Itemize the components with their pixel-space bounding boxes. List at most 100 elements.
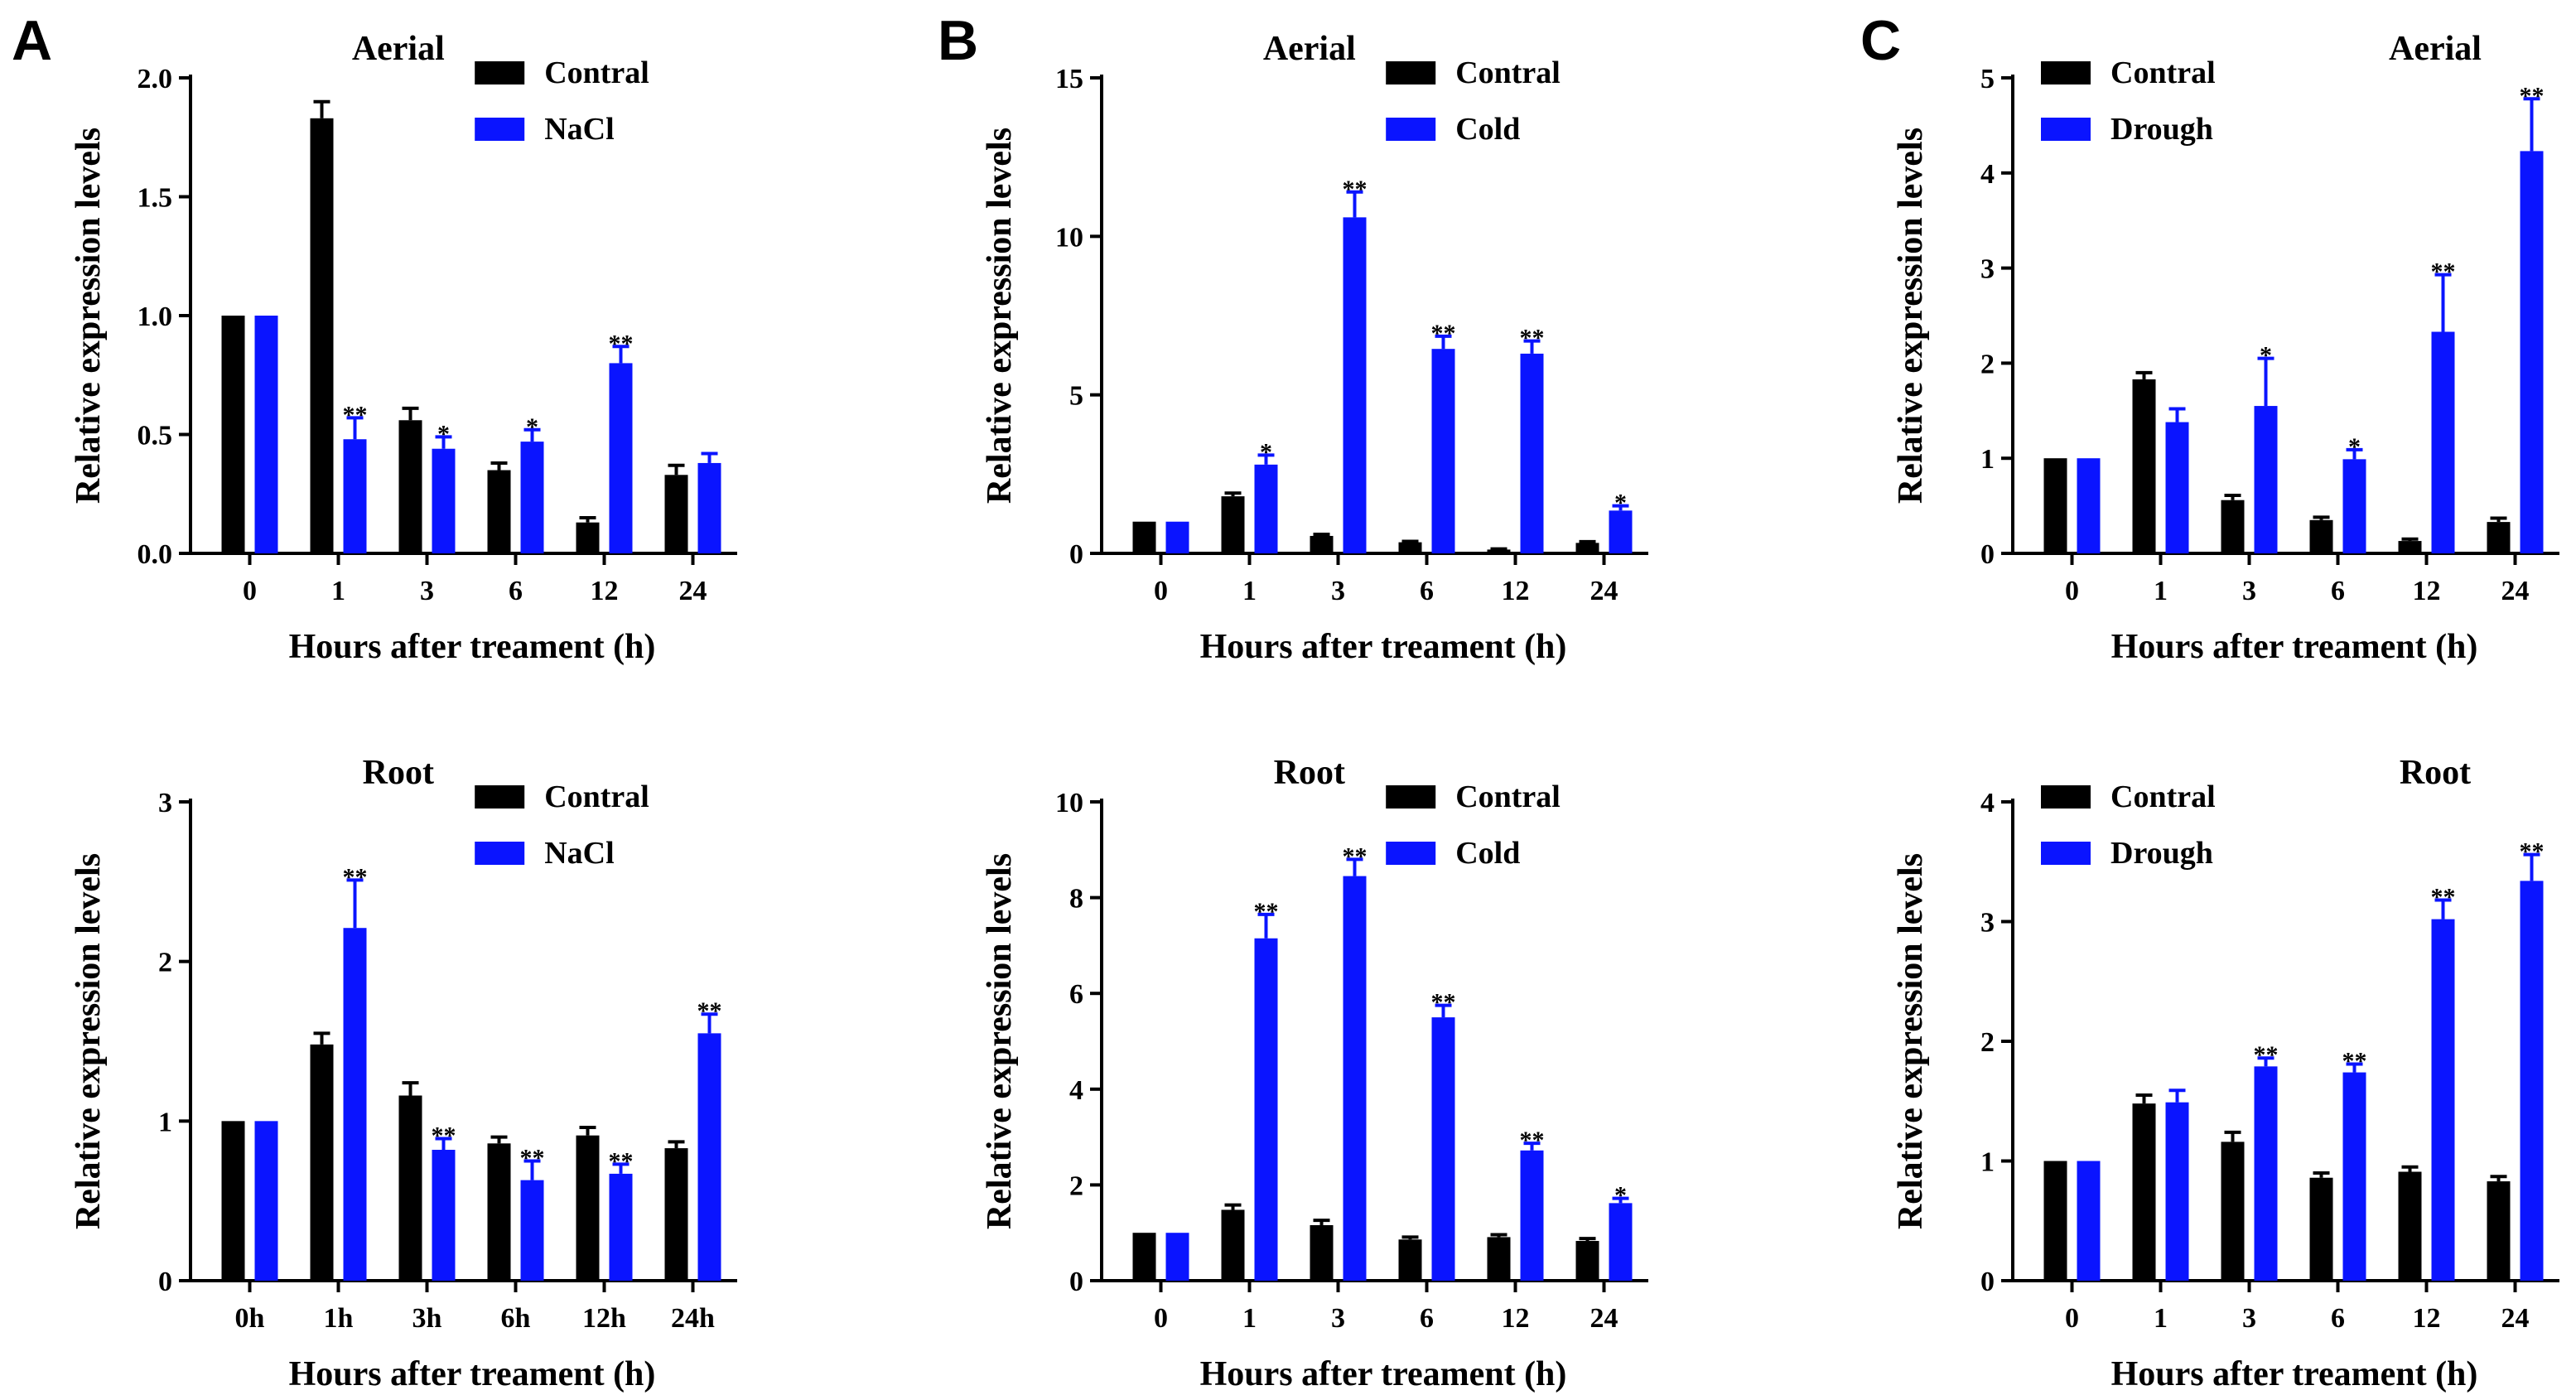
- significance-label: **: [432, 1122, 456, 1150]
- bar-treatment: [2520, 881, 2544, 1281]
- bar-treatment: [2254, 1066, 2278, 1281]
- y-tick-label: 0: [1069, 539, 1083, 570]
- x-tick-label: 6: [509, 576, 523, 606]
- x-tick-label: 6: [1420, 576, 1434, 606]
- significance-label: **: [1520, 1127, 1545, 1154]
- y-tick-label: 1: [158, 1107, 172, 1137]
- significance-label: *: [1614, 490, 1627, 517]
- bar-control: [398, 420, 422, 553]
- bar-treatment: [2342, 459, 2366, 553]
- y-axis-title: Relative expression levels: [1892, 128, 1930, 504]
- chart-title: Root: [2400, 754, 2471, 792]
- panel-label-c: C: [1860, 9, 1901, 72]
- chart-B-aerial: 0 5 10 15 0 1 * 3 ** 6 ** 12 ** 24 * Aerial Contral Cold H…: [981, 30, 1648, 666]
- legend-label: Drough: [2110, 112, 2213, 147]
- bar-control: [1132, 521, 1156, 553]
- x-tick-label: 0: [1154, 1303, 1168, 1334]
- y-tick-label: 1.0: [137, 302, 173, 332]
- bar-control: [1487, 549, 1511, 553]
- y-tick-label: 2.0: [137, 64, 173, 94]
- chart-title: Root: [1274, 754, 1345, 792]
- legend-swatch-control: [1386, 785, 1436, 809]
- bar-control: [664, 475, 688, 553]
- significance-label: *: [526, 413, 538, 441]
- legend-label: Cold: [1455, 112, 1520, 147]
- y-tick-label: 3: [1980, 254, 1995, 285]
- y-axis-title: Relative expression levels: [1892, 853, 1930, 1229]
- significance-label: **: [1520, 325, 1545, 352]
- x-tick-label: 1: [1242, 576, 1257, 606]
- significance-label: *: [1260, 438, 1272, 466]
- chart-title: Aerial: [352, 30, 445, 68]
- bar-treatment: [343, 439, 367, 553]
- chart-title: Aerial: [2389, 30, 2482, 68]
- bar-treatment: [432, 448, 456, 553]
- y-tick-label: 0: [158, 1267, 172, 1297]
- y-tick-label: 15: [1055, 64, 1083, 94]
- bar-control: [310, 118, 334, 554]
- legend-label: Contral: [544, 780, 649, 814]
- legend-label: NaCl: [544, 112, 614, 147]
- panel-label-a: A: [12, 9, 52, 72]
- bar-control: [1310, 1224, 1334, 1281]
- legend-label: Drough: [2110, 836, 2213, 871]
- bar-control: [1398, 1239, 1422, 1281]
- bar-treatment: [520, 442, 544, 553]
- x-axis-title: Hours after treament (h): [1200, 628, 1567, 666]
- x-tick-label: 12: [591, 576, 619, 606]
- bar-control: [221, 316, 245, 553]
- bar-control: [1221, 1209, 1245, 1281]
- x-tick-label: 6: [2331, 1303, 2345, 1334]
- bar-treatment: [1609, 1203, 1633, 1281]
- bar-control: [2221, 1142, 2245, 1281]
- chart-title: Aerial: [1263, 30, 1356, 68]
- bar-treatment: [254, 1121, 278, 1281]
- y-tick-label: 3: [1980, 908, 1995, 939]
- legend-label: Cold: [1455, 836, 1520, 871]
- legend-label: Contral: [1455, 56, 1561, 90]
- x-tick-label: 0: [1154, 576, 1168, 606]
- x-tick-label: 24: [2501, 576, 2530, 606]
- x-tick-label: 6: [2331, 576, 2345, 606]
- y-tick-label: 5: [1980, 64, 1995, 94]
- bar-treatment: [2431, 331, 2455, 553]
- x-tick-label: 0: [243, 576, 257, 606]
- x-tick-label: 1: [331, 576, 345, 606]
- y-tick-label: 2: [1980, 1027, 1995, 1058]
- significance-label: *: [437, 420, 450, 447]
- bar-treatment: [2342, 1072, 2366, 1281]
- y-tick-label: 0: [1069, 1267, 1083, 1297]
- bar-control: [1310, 535, 1334, 553]
- legend-swatch-treatment: [475, 118, 525, 141]
- x-axis-title: Hours after treament (h): [2111, 1355, 2478, 1393]
- legend-swatch-treatment: [2041, 842, 2091, 865]
- legend-swatch-control: [2041, 61, 2091, 84]
- bar-control: [2221, 500, 2245, 553]
- bar-control: [576, 1135, 600, 1281]
- significance-label: **: [2520, 82, 2545, 109]
- bar-control: [2132, 1103, 2156, 1281]
- bar-treatment: [254, 316, 278, 553]
- significance-label: **: [2342, 1047, 2367, 1074]
- x-tick-label: 3: [2242, 1303, 2256, 1334]
- significance-label: **: [697, 997, 722, 1025]
- bar-treatment: [1431, 349, 1455, 553]
- bar-treatment: [1254, 464, 1278, 553]
- y-tick-label: 6: [1069, 979, 1083, 1010]
- y-tick-label: 8: [1069, 884, 1083, 915]
- significance-label: **: [1431, 320, 1456, 347]
- significance-label: **: [1254, 898, 1279, 925]
- bar-treatment: [2431, 919, 2455, 1281]
- legend-label: Contral: [1455, 780, 1561, 814]
- bar-treatment: [1609, 510, 1633, 553]
- x-axis-title: Hours after treament (h): [289, 1355, 656, 1393]
- bar-control: [487, 1143, 511, 1281]
- significance-label: **: [2431, 883, 2456, 910]
- x-tick-label: 3: [2242, 576, 2256, 606]
- bar-control: [310, 1044, 334, 1281]
- x-tick-label: 24: [1590, 1303, 1618, 1334]
- bar-treatment: [1165, 1233, 1189, 1281]
